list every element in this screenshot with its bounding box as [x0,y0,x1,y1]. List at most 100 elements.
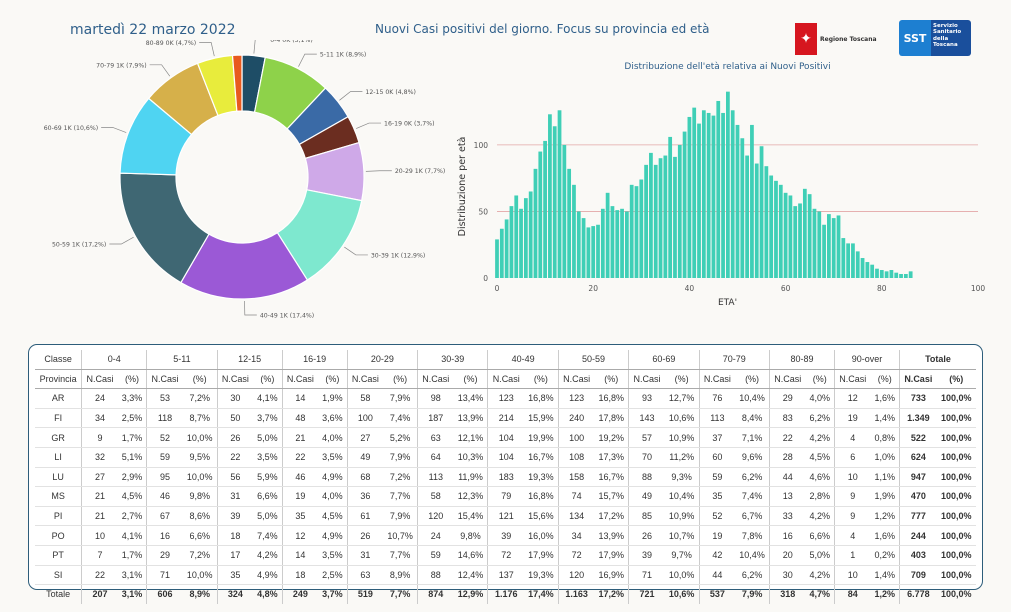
table-cell: 84 [834,584,871,604]
histogram-bar-age-18 [581,218,586,278]
table-cell: 249 [281,584,319,604]
table-cell: 4,2% [805,506,835,527]
histogram-bar-age-52 [745,155,750,278]
histogram-bar-age-30 [639,179,644,278]
table-cell: 17 [216,545,254,566]
y-tick-label: 0 [483,274,488,283]
table-cell: 8,7% [182,408,218,429]
donut-leader-line [149,64,171,77]
histogram-bar-age-61 [788,195,793,278]
table-cell: 27 [81,467,118,488]
sub-header-cell: N.Casi [628,369,665,390]
table-cell: 7,2% [182,388,218,409]
histogram-bar-age-45 [711,115,716,278]
histogram-bar-age-0 [495,239,499,278]
histogram-bar-age-47 [721,112,725,278]
table-cell: 8,4% [735,408,770,429]
table-cell: 35 [281,506,319,527]
table-cell: 7,8% [735,525,770,546]
table-cell: 2,8% [805,486,835,507]
donut-label-40-49: 40-49 1K (17,4%) [260,312,314,319]
sub-header-cell: N.Casi [487,369,524,390]
table-cell: 100,0% [936,525,976,546]
table-cell: 10,4% [735,545,770,566]
histogram-bar-age-26 [620,208,624,278]
histogram-bar-age-79 [875,268,879,278]
histogram-bar-age-31 [644,164,648,278]
table-cell: 4,0% [805,388,835,409]
table-cell: 10,0% [182,427,218,448]
histogram-bar-age-44 [706,112,711,278]
table-cell: 19,3% [523,467,559,488]
table-cell: 79 [487,486,524,507]
table-cell: 3,5% [318,545,348,566]
table-cell: 53 [146,388,183,409]
table-cell: 44 [769,467,806,488]
table-cell: 6,6% [182,525,218,546]
sub-header-cell: (%) [594,369,629,390]
table-cell: 16,0% [523,525,559,546]
table-cell: 6.778 [899,584,937,604]
table-cell: 4,5% [805,447,835,468]
table-cell: 104 [487,447,524,468]
histogram-bar-age-60 [783,192,788,278]
table-cell: 113 [417,467,454,488]
histogram-bar-age-69 [827,214,831,278]
table-cell: 7,4% [253,525,283,546]
histogram-bar-age-59 [778,184,783,278]
table-cell: 874 [417,584,454,604]
table-cell: 4,9% [253,565,283,586]
donut-label-50-59: 50-59 1K (17,2%) [52,242,106,249]
table-cell: 36 [346,486,384,507]
table-cell: 7 [81,545,118,566]
table-cell: 777 [899,506,937,527]
donut-label-70-79: 70-79 1K (7,9%) [96,62,146,69]
table-cell: 3,7% [253,408,283,429]
table-cell: 52 [146,427,183,448]
group-header-classe: Classe [35,350,82,370]
table-cell: 244 [899,525,937,546]
table-sub-header-row: Provincia N.Casi (%) N.Casi (%) N.Casi (%) N.Ca… [35,369,976,390]
table-cell: 12,1% [453,427,488,448]
table-cell: 1,0% [870,447,900,468]
histogram-bar-age-84 [899,274,903,278]
table-cell: 10,0% [182,565,218,586]
table-cell: 10,9% [664,506,700,527]
table-cell: 5,0% [253,427,283,448]
table-cell: 17,9% [594,545,629,566]
table-cell: 63 [346,565,384,586]
histogram-bar-age-3 [509,206,514,278]
province-cell: MS [35,486,82,507]
province-cell: AR [35,388,82,409]
table-cell: 4,0% [318,427,348,448]
histogram-bar-age-7 [528,191,533,278]
table-cell: 16,8% [523,388,559,409]
table-cell: 7,7% [383,545,418,566]
table-cell: 30 [216,388,254,409]
table-cell: 18 [281,565,319,586]
total-row: Totale 207 3,1% 606 8,9% 324 4,8% 249 3,7% 519 7,7… [35,584,976,604]
table-cell: 46 [146,486,183,507]
table-cell: 606 [146,584,183,604]
table-cell: 13,4% [453,388,488,409]
table-cell: 537 [698,584,736,604]
table-cell: 15,7% [594,486,629,507]
histogram-bar-age-77 [865,262,870,278]
table-cell: 2,7% [117,506,147,527]
table-cell: 2,5% [318,565,348,586]
table-cell: 39 [487,525,524,546]
table-cell: 3,5% [253,447,283,468]
y-tick-label: 100 [474,141,489,150]
table-cell: 24 [417,525,454,546]
histogram-bar-age-17 [576,211,581,278]
table-cell: 22 [81,565,118,586]
histogram-bar-age-72 [841,238,846,278]
donut-leader-line [253,40,256,54]
table-row: LU 27 2,9% 95 10,0% 56 5,9% 46 4,9% 68 7,2% 113 11,9… [35,467,976,488]
table-cell: 7,4% [735,486,770,507]
table-cell: 17,2% [594,506,629,527]
table-cell: 4,9% [318,525,348,546]
table-cell: 7,7% [383,584,418,604]
sst-logo: SST Servizio Sanitario della Toscana [899,20,971,56]
sub-header-cell: N.Casi [769,369,806,390]
